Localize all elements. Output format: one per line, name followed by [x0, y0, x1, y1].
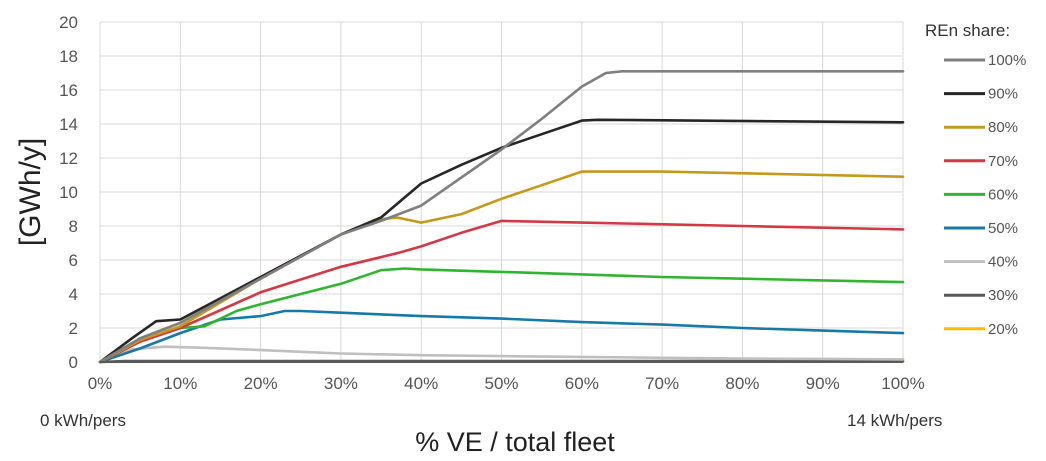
legend-label: 80%	[988, 119, 1018, 136]
legend-label: 60%	[988, 186, 1018, 203]
y-tick-label: 0	[69, 353, 78, 372]
legend-label: 30%	[988, 287, 1018, 304]
x-start-note: 0 kWh/pers	[40, 411, 126, 430]
y-tick-label: 8	[69, 217, 78, 236]
series-line-60pct	[98, 267, 905, 364]
axis-ticks: 0% 10% 20% 30% 40% 50% 60% 70% 80% 90% 100% 0 2 4 6 8 10…	[59, 13, 925, 393]
series-line-100pct	[98, 70, 905, 364]
x-tick-label: 40%	[404, 374, 438, 393]
series-line-90pct	[98, 118, 905, 364]
legend-title: REn share:	[925, 21, 1010, 40]
series-line-70pct	[98, 219, 905, 364]
legend-label: 90%	[988, 86, 1018, 103]
series-line-40pct	[98, 345, 905, 364]
legend-label: 40%	[988, 254, 1018, 271]
y-tick-label: 10	[59, 183, 78, 202]
x-axis-label: % VE / total fleet	[415, 427, 615, 457]
x-tick-label: 60%	[565, 374, 599, 393]
series-line-80pct	[98, 170, 905, 364]
x-tick-label: 30%	[324, 374, 358, 393]
legend-label: 20%	[988, 321, 1018, 338]
y-tick-label: 14	[59, 115, 78, 134]
y-axis-label: [GWh/y]	[14, 138, 47, 246]
x-tick-label: 50%	[484, 374, 518, 393]
y-tick-label: 12	[59, 149, 78, 168]
x-tick-label: 90%	[806, 374, 840, 393]
series-line-50pct	[98, 309, 905, 364]
x-tick-label: 20%	[244, 374, 278, 393]
y-tick-label: 4	[69, 285, 78, 304]
x-end-note: 14 kWh/pers	[847, 411, 942, 430]
y-tick-label: 2	[69, 319, 78, 338]
y-tick-label: 6	[69, 251, 78, 270]
x-tick-label: 10%	[163, 374, 197, 393]
y-tick-label: 20	[59, 13, 78, 32]
legend-label: 100%	[988, 52, 1026, 69]
legend-label: 50%	[988, 220, 1018, 237]
legend: REn share: 100% 90% 80% 70% 60% 50% 40% 30% 20%	[925, 21, 1026, 338]
x-tick-label: 100%	[881, 374, 924, 393]
y-tick-label: 18	[59, 47, 78, 66]
y-tick-label: 16	[59, 81, 78, 100]
x-tick-label: 80%	[725, 374, 759, 393]
x-tick-label: 0%	[88, 374, 113, 393]
legend-label: 70%	[988, 153, 1018, 170]
x-tick-label: 70%	[645, 374, 679, 393]
